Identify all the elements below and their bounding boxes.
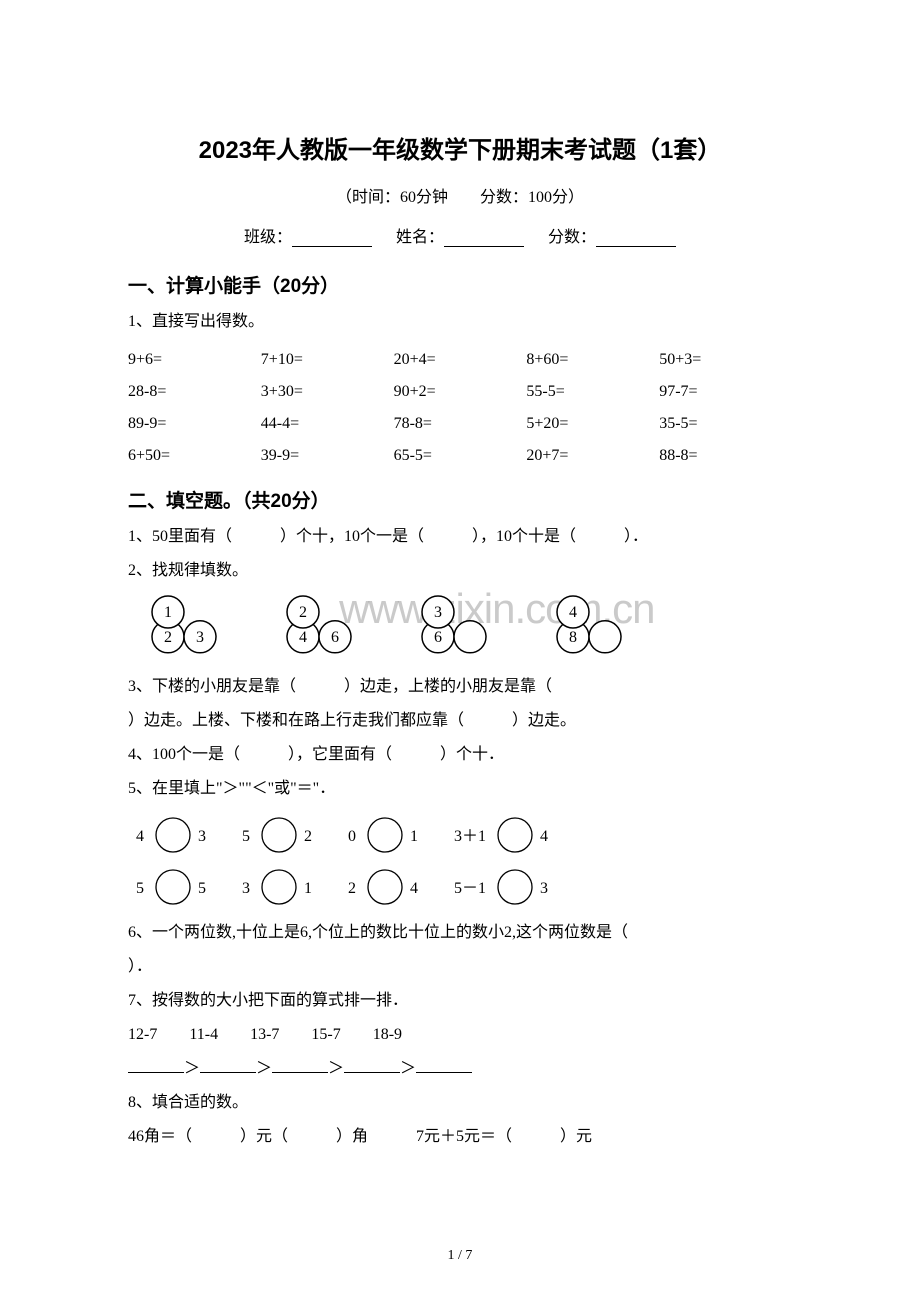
svg-text:4: 4 <box>569 604 577 621</box>
svg-text:1: 1 <box>164 604 172 621</box>
info-line: 班级： 姓名： 分数： <box>128 223 792 247</box>
page-content: 2023年人教版一年级数学下册期末考试题（1套） （时间：60分钟 分数：100… <box>0 0 920 1199</box>
calc-row: 6+50= 39-9= 65-5= 20+7= 88-8= <box>128 440 792 472</box>
svg-text:5－1: 5－1 <box>454 880 486 897</box>
svg-text:5: 5 <box>242 828 250 845</box>
doc-title: 2023年人教版一年级数学下册期末考试题（1套） <box>128 130 792 165</box>
s2-q2: 2、找规律填数。 <box>128 559 792 583</box>
calc-row: 9+6= 7+10= 20+4= 8+60= 50+3= <box>128 344 792 376</box>
order-blank <box>200 1059 256 1073</box>
svg-text:2: 2 <box>304 828 312 845</box>
svg-text:8: 8 <box>569 629 577 646</box>
s2-q5: 5、在里填上"＞""＜"或"＝"． <box>128 777 792 801</box>
s2-q3b: ）边走。上楼、下楼和在路上行走我们都应靠（ ）边走。 <box>128 709 792 733</box>
calc-cell: 65-5= <box>394 440 527 472</box>
svg-text:4: 4 <box>136 828 144 845</box>
calc-row: 28-8= 3+30= 90+2= 55-5= 97-7= <box>128 376 792 408</box>
order-blank <box>272 1059 328 1073</box>
calc-cell: 28-8= <box>128 376 261 408</box>
compare-row2-svg: 5 5 3 1 2 4 5－1 3 <box>128 863 648 911</box>
svg-text:2: 2 <box>299 604 307 621</box>
s2-q7-blanks: ＞＞＞＞ <box>128 1057 792 1081</box>
calc-cell: 88-8= <box>659 440 792 472</box>
svg-text:1: 1 <box>304 880 312 897</box>
svg-text:0: 0 <box>348 828 356 845</box>
calc-cell: 97-7= <box>659 376 792 408</box>
svg-text:2: 2 <box>348 880 356 897</box>
s2-q6a: 6、一个两位数,十位上是6,个位上的数比十位上的数小2,这个两位数是（ <box>128 921 792 945</box>
calc-cell: 39-9= <box>261 440 394 472</box>
calc-cell: 20+4= <box>394 344 527 376</box>
order-blank <box>416 1059 472 1073</box>
calc-cell: 9+6= <box>128 344 261 376</box>
calc-cell: 5+20= <box>526 408 659 440</box>
calc-cell: 89-9= <box>128 408 261 440</box>
s2-q4: 4、100个一是（ ），它里面有（ ）个十． <box>128 743 792 767</box>
calc-cell: 6+50= <box>128 440 261 472</box>
class-blank <box>292 231 372 247</box>
svg-text:4: 4 <box>299 629 307 646</box>
s2-q8: 8、填合适的数。 <box>128 1091 792 1115</box>
s2-q8-line: 46角＝（ ）元（ ）角 7元＋5元＝（ ）元 <box>128 1125 792 1149</box>
s2-q7-exprs: 12-7 11-4 13-7 15-7 18-9 <box>128 1023 792 1047</box>
calc-cell: 78-8= <box>394 408 527 440</box>
calc-cell: 50+3= <box>659 344 792 376</box>
calc-cell: 7+10= <box>261 344 394 376</box>
calc-cell: 20+7= <box>526 440 659 472</box>
order-blank <box>128 1059 184 1073</box>
svg-text:3: 3 <box>434 604 442 621</box>
s2-q1: 1、50里面有（ ）个十，10个一是（ ），10个十是（ ）． <box>128 525 792 549</box>
name-label: 姓名： <box>396 229 444 246</box>
svg-text:3: 3 <box>242 880 250 897</box>
s2-q7: 7、按得数的大小把下面的算式排一排． <box>128 989 792 1013</box>
svg-text:4: 4 <box>410 880 418 897</box>
calc-cell: 55-5= <box>526 376 659 408</box>
doc-subtitle: （时间：60分钟 分数：100分） <box>128 183 792 207</box>
score-blank <box>596 231 676 247</box>
section1-header: 一、计算小能手（20分） <box>128 271 792 298</box>
svg-text:6: 6 <box>434 629 442 646</box>
calc-cell: 90+2= <box>394 376 527 408</box>
class-label: 班级： <box>244 229 292 246</box>
s1-q1-label: 1、直接写出得数。 <box>128 310 792 334</box>
score-label: 分数： <box>548 229 596 246</box>
calc-cell: 3+30= <box>261 376 394 408</box>
page-number: 1 / 7 <box>0 1248 920 1264</box>
svg-text:2: 2 <box>164 629 172 646</box>
svg-text:5: 5 <box>198 880 206 897</box>
svg-text:5: 5 <box>136 880 144 897</box>
s2-q3a: 3、下楼的小朋友是靠（ ）边走，上楼的小朋友是靠（ <box>128 675 792 699</box>
circle-pattern-svg: 2 3 1 4 6 2 6 3 8 4 <box>128 593 668 665</box>
s2-q6b: ）． <box>128 955 792 979</box>
section2-header: 二、填空题。（共20分） <box>128 486 792 513</box>
compare-row1-svg: 4 3 5 2 0 1 3＋1 4 <box>128 811 648 859</box>
svg-text:6: 6 <box>331 629 339 646</box>
svg-text:4: 4 <box>540 828 548 845</box>
svg-text:3: 3 <box>540 880 548 897</box>
svg-text:3＋1: 3＋1 <box>454 828 486 845</box>
name-blank <box>444 231 524 247</box>
calc-row: 89-9= 44-4= 78-8= 5+20= 35-5= <box>128 408 792 440</box>
svg-text:3: 3 <box>198 828 206 845</box>
svg-text:1: 1 <box>410 828 418 845</box>
calc-cell: 44-4= <box>261 408 394 440</box>
calc-table: 9+6= 7+10= 20+4= 8+60= 50+3= 28-8= 3+30=… <box>128 344 792 472</box>
calc-cell: 35-5= <box>659 408 792 440</box>
calc-cell: 8+60= <box>526 344 659 376</box>
order-blank <box>344 1059 400 1073</box>
svg-text:3: 3 <box>196 629 204 646</box>
